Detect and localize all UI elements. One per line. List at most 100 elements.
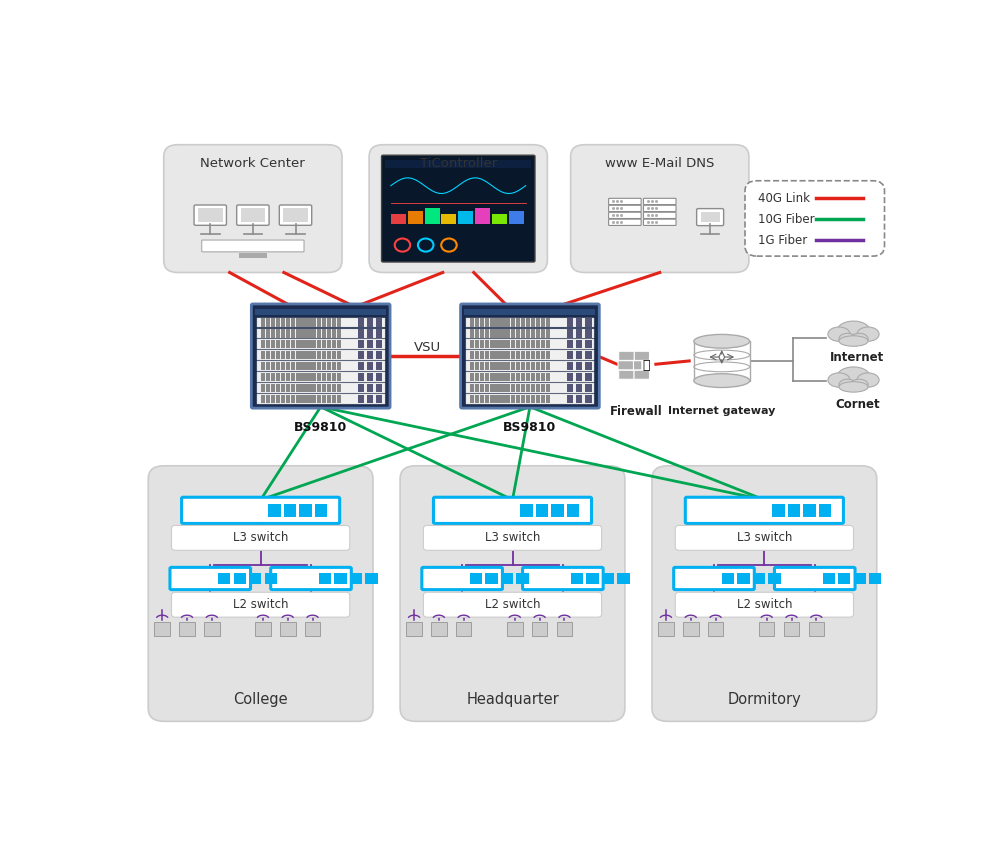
Bar xyxy=(257,351,385,360)
Bar xyxy=(179,622,195,637)
Bar xyxy=(546,395,550,403)
Bar xyxy=(376,329,382,338)
Bar xyxy=(301,340,306,348)
Bar xyxy=(291,351,295,359)
Bar xyxy=(276,351,280,359)
FancyBboxPatch shape xyxy=(609,220,641,226)
Bar xyxy=(708,622,723,637)
FancyBboxPatch shape xyxy=(619,351,634,361)
Bar xyxy=(154,622,170,637)
Bar xyxy=(500,329,505,338)
Bar xyxy=(257,383,385,392)
Bar xyxy=(576,318,582,327)
Text: 40G Link: 40G Link xyxy=(758,192,810,205)
Bar xyxy=(490,395,495,403)
Text: 1G Fiber: 1G Fiber xyxy=(758,234,807,247)
Bar xyxy=(286,340,290,348)
Bar xyxy=(485,329,489,338)
Bar xyxy=(322,395,326,403)
Bar xyxy=(291,373,295,381)
Bar xyxy=(311,395,316,403)
Bar xyxy=(218,573,230,584)
Bar xyxy=(466,394,594,403)
Bar xyxy=(311,340,316,348)
Bar xyxy=(376,340,382,348)
Bar xyxy=(296,329,301,338)
Bar xyxy=(431,622,447,637)
Bar xyxy=(485,573,498,584)
Bar xyxy=(296,318,301,327)
Bar xyxy=(495,384,500,392)
Bar xyxy=(261,384,265,392)
Text: Cornet: Cornet xyxy=(835,398,880,411)
Bar xyxy=(367,384,373,392)
Bar xyxy=(327,362,331,370)
Text: Headquarter: Headquarter xyxy=(466,692,559,707)
Text: TiController: TiController xyxy=(420,157,497,169)
Bar xyxy=(470,329,474,338)
Bar xyxy=(257,394,385,403)
Bar xyxy=(531,384,535,392)
FancyBboxPatch shape xyxy=(643,220,676,226)
Bar xyxy=(291,340,295,348)
Bar xyxy=(541,362,545,370)
Bar xyxy=(507,622,523,637)
Bar xyxy=(257,362,385,371)
Bar xyxy=(261,329,265,338)
Ellipse shape xyxy=(851,334,868,345)
Bar xyxy=(694,341,750,380)
Bar xyxy=(495,395,500,403)
Bar xyxy=(838,573,850,584)
Bar xyxy=(266,362,270,370)
Bar xyxy=(358,340,364,348)
Bar xyxy=(367,329,373,338)
FancyBboxPatch shape xyxy=(423,592,602,617)
FancyBboxPatch shape xyxy=(369,145,547,272)
Bar xyxy=(490,329,495,338)
FancyBboxPatch shape xyxy=(643,205,676,212)
Text: L3 switch: L3 switch xyxy=(233,531,288,545)
Bar xyxy=(541,384,545,392)
Bar xyxy=(571,573,583,584)
Bar xyxy=(480,395,484,403)
Bar xyxy=(367,373,373,381)
Bar xyxy=(286,373,290,381)
FancyBboxPatch shape xyxy=(609,205,641,212)
Bar xyxy=(576,329,582,338)
Bar xyxy=(322,340,326,348)
Bar xyxy=(470,340,474,348)
Bar xyxy=(281,373,285,381)
FancyBboxPatch shape xyxy=(433,497,592,523)
Bar xyxy=(576,373,582,381)
Bar xyxy=(408,211,423,224)
Bar xyxy=(470,573,482,584)
Bar xyxy=(521,373,525,381)
Bar xyxy=(317,384,321,392)
Bar xyxy=(306,318,311,327)
Bar xyxy=(819,504,831,517)
FancyBboxPatch shape xyxy=(172,525,350,551)
Bar xyxy=(722,573,734,584)
Bar xyxy=(485,318,489,327)
Bar xyxy=(475,318,479,327)
Bar xyxy=(531,395,535,403)
FancyBboxPatch shape xyxy=(609,198,641,204)
Bar xyxy=(701,212,720,222)
Bar xyxy=(322,329,326,338)
Bar xyxy=(317,373,321,381)
Bar xyxy=(500,318,505,327)
Bar xyxy=(266,373,270,381)
Bar xyxy=(505,340,510,348)
Bar xyxy=(311,384,316,392)
Text: L2 switch: L2 switch xyxy=(737,598,792,611)
Bar xyxy=(291,362,295,370)
Ellipse shape xyxy=(694,374,750,387)
Bar xyxy=(317,329,321,338)
Bar xyxy=(617,573,630,584)
Bar xyxy=(337,318,341,327)
Bar xyxy=(585,362,592,370)
Bar xyxy=(466,383,594,392)
Bar xyxy=(261,318,265,327)
Bar xyxy=(536,329,540,338)
Text: College: College xyxy=(233,692,288,707)
